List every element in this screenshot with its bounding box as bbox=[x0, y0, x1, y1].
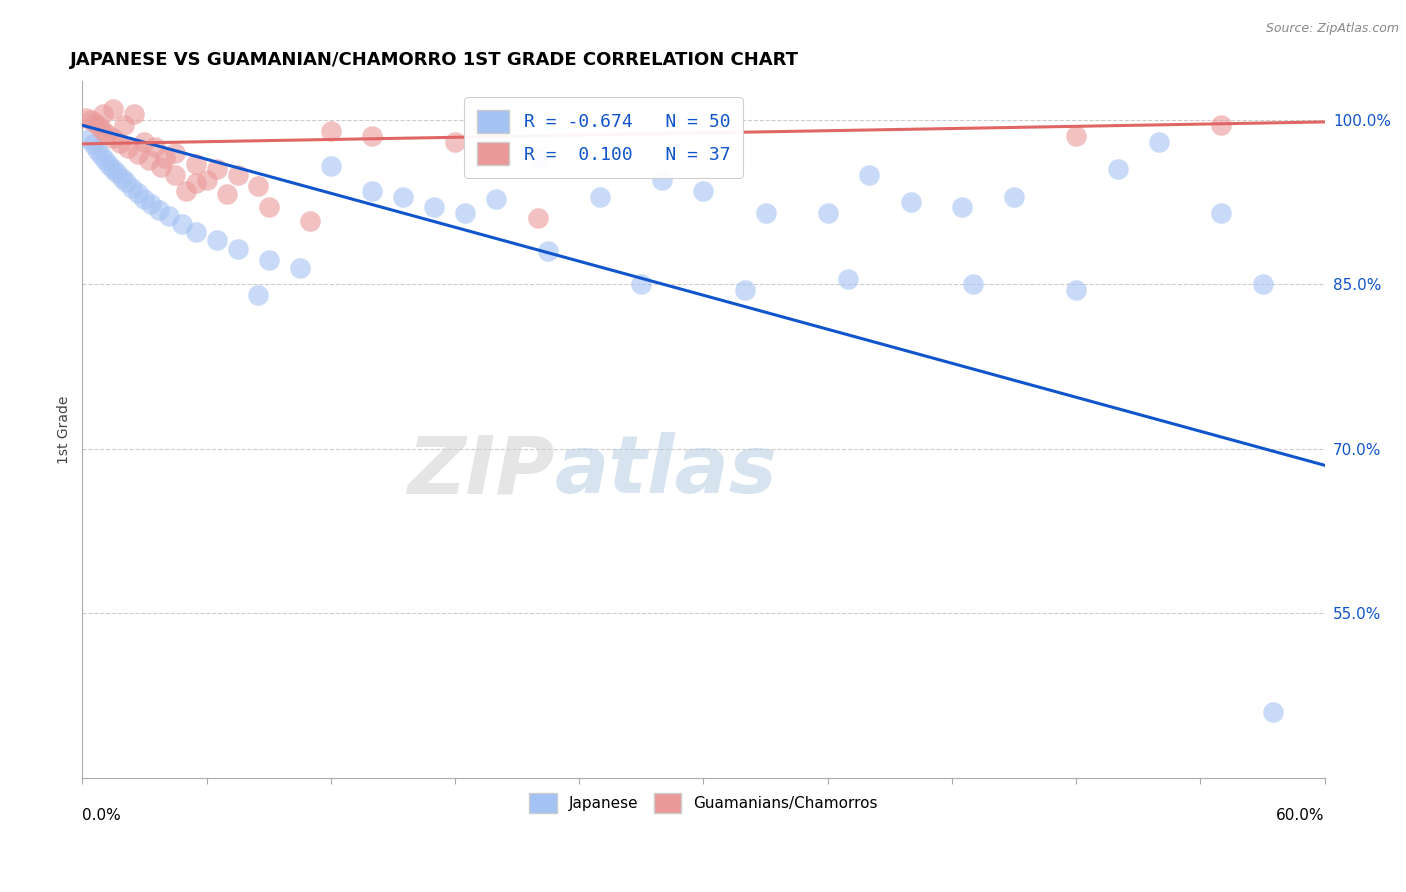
Point bbox=[165, 145, 187, 160]
Point bbox=[299, 213, 322, 227]
Point bbox=[82, 136, 104, 151]
Point bbox=[112, 118, 135, 132]
Text: ZIP: ZIP bbox=[406, 433, 554, 510]
Point bbox=[361, 129, 384, 144]
Point bbox=[195, 173, 218, 187]
Point bbox=[217, 187, 239, 202]
Point bbox=[630, 277, 652, 292]
Point bbox=[423, 201, 446, 215]
Point bbox=[149, 160, 172, 174]
Point bbox=[1251, 277, 1274, 292]
Point bbox=[139, 197, 162, 211]
Point bbox=[950, 201, 973, 215]
Point bbox=[537, 244, 560, 259]
Point bbox=[138, 153, 160, 168]
Point bbox=[90, 148, 112, 162]
Point bbox=[319, 124, 342, 138]
Point bbox=[98, 158, 121, 172]
Point bbox=[651, 173, 673, 187]
Point bbox=[454, 206, 477, 220]
Point bbox=[817, 206, 839, 220]
Point bbox=[186, 156, 208, 170]
Text: Source: ZipAtlas.com: Source: ZipAtlas.com bbox=[1265, 22, 1399, 36]
Point bbox=[1261, 705, 1284, 719]
Point bbox=[108, 136, 131, 150]
Point bbox=[392, 189, 415, 203]
Point bbox=[134, 135, 156, 149]
Point bbox=[1211, 206, 1233, 220]
Point bbox=[170, 217, 193, 231]
Point bbox=[134, 192, 156, 206]
Point bbox=[143, 140, 166, 154]
Point bbox=[87, 120, 110, 134]
Point bbox=[226, 242, 249, 256]
Point bbox=[77, 132, 100, 146]
Point bbox=[485, 192, 508, 206]
Point bbox=[111, 170, 134, 185]
Point bbox=[226, 168, 249, 182]
Point bbox=[122, 107, 145, 121]
Point bbox=[96, 127, 118, 141]
Point bbox=[1002, 189, 1025, 203]
Text: 60.0%: 60.0% bbox=[1277, 808, 1324, 823]
Point bbox=[858, 168, 880, 182]
Point bbox=[186, 177, 208, 191]
Point bbox=[319, 159, 342, 173]
Point bbox=[205, 234, 228, 248]
Point bbox=[1107, 162, 1129, 177]
Point bbox=[75, 111, 97, 125]
Point bbox=[174, 184, 197, 198]
Point bbox=[157, 209, 180, 223]
Point bbox=[83, 116, 105, 130]
Point bbox=[153, 151, 176, 165]
Point bbox=[1147, 135, 1170, 149]
Text: atlas: atlas bbox=[554, 433, 778, 510]
Point bbox=[91, 124, 114, 138]
Point bbox=[361, 184, 384, 198]
Point bbox=[444, 135, 467, 149]
Point bbox=[94, 153, 117, 168]
Point bbox=[114, 175, 136, 189]
Point bbox=[734, 283, 756, 297]
Point bbox=[186, 225, 208, 239]
Point bbox=[1211, 118, 1233, 132]
Point bbox=[257, 201, 280, 215]
Point bbox=[148, 202, 170, 217]
Point bbox=[107, 166, 129, 180]
Point bbox=[79, 112, 101, 127]
Point bbox=[117, 141, 139, 155]
Point bbox=[962, 277, 984, 292]
Point bbox=[86, 144, 108, 158]
Point bbox=[692, 184, 714, 198]
Point bbox=[103, 162, 125, 177]
Text: JAPANESE VS GUAMANIAN/CHAMORRO 1ST GRADE CORRELATION CHART: JAPANESE VS GUAMANIAN/CHAMORRO 1ST GRADE… bbox=[70, 51, 799, 69]
Point bbox=[527, 151, 550, 165]
Point bbox=[755, 206, 778, 220]
Legend: Japanese, Guamanians/Chamorros: Japanese, Guamanians/Chamorros bbox=[523, 788, 884, 819]
Point bbox=[527, 211, 550, 226]
Y-axis label: 1st Grade: 1st Grade bbox=[58, 395, 72, 464]
Point bbox=[205, 162, 228, 177]
Point bbox=[837, 272, 859, 286]
Point bbox=[121, 180, 143, 194]
Point bbox=[247, 288, 270, 302]
Point bbox=[127, 186, 149, 201]
Point bbox=[165, 168, 187, 182]
Point bbox=[91, 107, 114, 121]
Point bbox=[257, 253, 280, 268]
Point bbox=[900, 194, 922, 209]
Point bbox=[589, 189, 612, 203]
Point bbox=[1064, 129, 1087, 144]
Point bbox=[103, 131, 125, 145]
Point bbox=[127, 146, 149, 161]
Point bbox=[1064, 283, 1087, 297]
Text: 0.0%: 0.0% bbox=[83, 808, 121, 823]
Point bbox=[247, 178, 270, 193]
Point bbox=[103, 102, 125, 116]
Point bbox=[288, 260, 311, 275]
